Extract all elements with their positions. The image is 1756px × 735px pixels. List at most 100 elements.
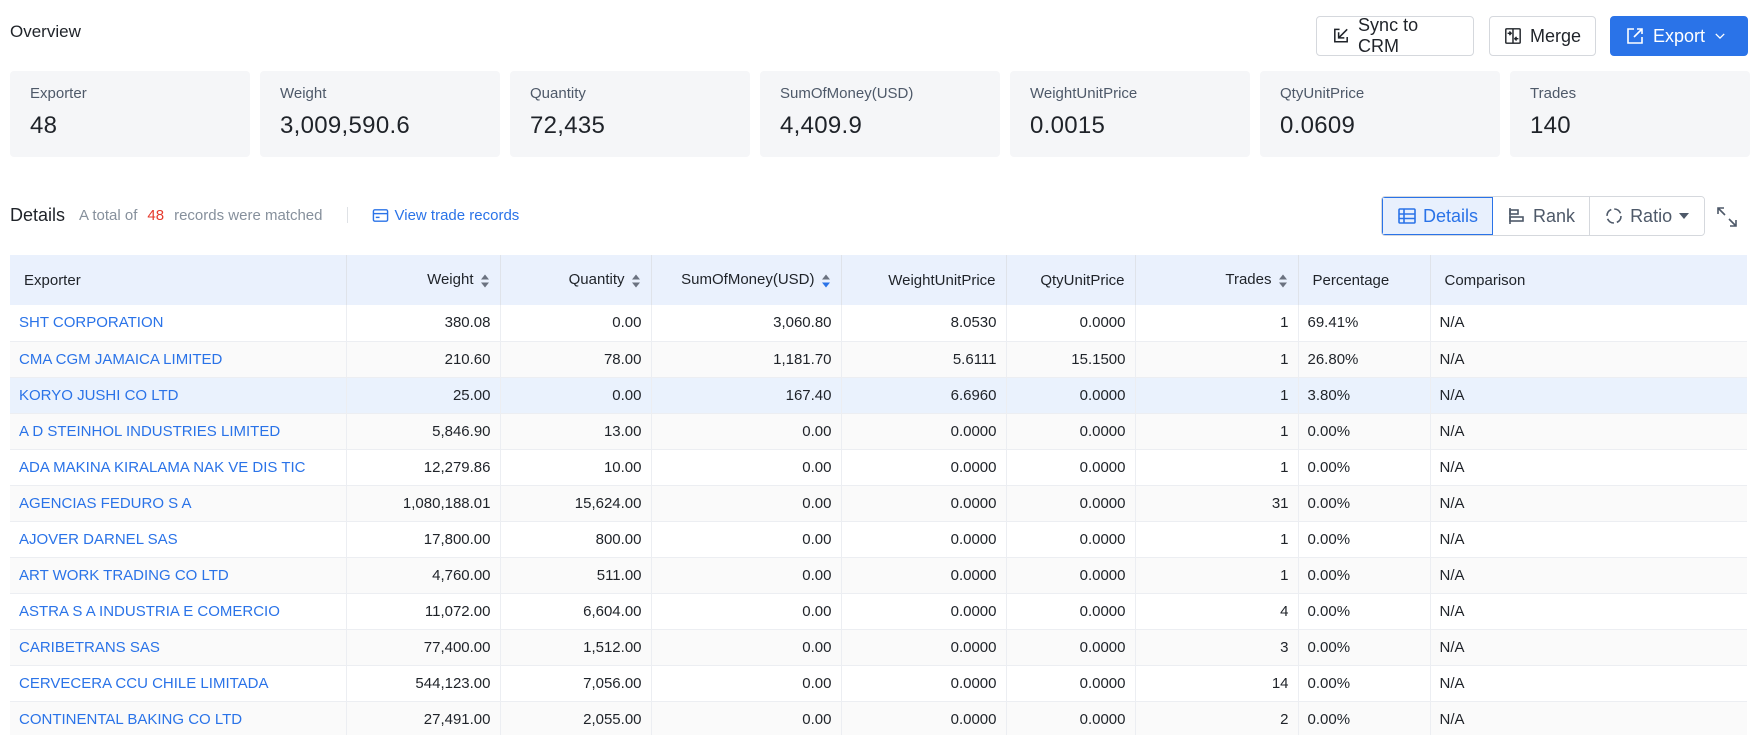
stat-label: SumOfMoney(USD) (780, 85, 914, 102)
sort-icon[interactable] (631, 273, 641, 289)
cell-weight: 1,080,188.01 (346, 485, 501, 522)
export-button[interactable]: Export (1610, 16, 1748, 56)
cell-quantity: 800.00 (500, 521, 652, 558)
fullscreen-icon[interactable] (1716, 206, 1738, 228)
cell-exporter-name[interactable]: ART WORK TRADING CO LTD (10, 557, 347, 594)
table-header-row: Exporter Weight Quantity SumOfMoney(USD)… (10, 255, 1747, 305)
divider (346, 207, 348, 223)
stat-value: 140 (1530, 112, 1571, 139)
sync-to-crm-button[interactable]: Sync to CRM (1316, 15, 1474, 56)
stat-value: 3,009,590.6 (280, 112, 411, 139)
cell-sum-of-money: 0.00 (651, 449, 842, 486)
cell-trades: 1 (1135, 521, 1299, 558)
cell-quantity: 78.00 (500, 341, 652, 378)
cell-weight-unit-price: 0.0000 (841, 593, 1007, 630)
cell-qty-unit-price: 0.0000 (1006, 665, 1136, 702)
cell-trades: 1 (1135, 449, 1299, 486)
stat-label: Exporter (30, 85, 87, 102)
column-header-trades[interactable]: Trades (1135, 255, 1299, 305)
view-details-button[interactable]: Details (1382, 197, 1494, 235)
column-title: Quantity (568, 271, 625, 289)
cell-weight: 380.08 (346, 305, 501, 342)
sort-icon[interactable] (480, 273, 490, 289)
table-row[interactable]: ART WORK TRADING CO LTD 4,760.00 511.00 0.0… (10, 557, 1747, 594)
cell-qty-unit-price: 0.0000 (1006, 305, 1136, 342)
table-row[interactable]: ASTRA S A INDUSTRIA E COMERCIO 11,072.00 6… (10, 593, 1747, 630)
cell-trades: 31 (1135, 485, 1299, 522)
table-row[interactable]: KORYO JUSHI CO LTD 25.00 0.00 167.40 6.6960 0… (10, 377, 1747, 414)
column-title: SumOfMoney(USD) (681, 271, 815, 289)
stat-card-quantity: Quantity 72,435 (510, 71, 750, 157)
column-title: Comparison (1444, 271, 1526, 289)
cell-qty-unit-price: 0.0000 (1006, 701, 1136, 735)
cell-exporter-name[interactable]: ADA MAKINA KIRALAMA NAK VE DIS TIC (10, 449, 347, 486)
cell-weight: 27,491.00 (346, 701, 501, 735)
cell-exporter-name[interactable]: CONTINENTAL BAKING CO LTD (10, 701, 347, 735)
cell-comparison: N/A (1430, 449, 1747, 486)
table-row[interactable]: CONTINENTAL BAKING CO LTD 27,491.00 2,055.… (10, 701, 1747, 735)
column-title: Weight (427, 271, 474, 289)
cell-percentage: 0.00% (1298, 413, 1431, 450)
card-icon (372, 208, 388, 222)
cell-exporter-name[interactable]: CERVECERA CCU CHILE LIMITADA (10, 665, 347, 702)
table-row[interactable]: AJOVER DARNEL SAS 17,800.00 800.00 0.00 0.00… (10, 521, 1747, 558)
table-row[interactable]: AGENCIAS FEDURO S A 1,080,188.01 15,624.00… (10, 485, 1747, 522)
cell-exporter-name[interactable]: CMA CGM JAMAICA LIMITED (10, 341, 347, 378)
cell-quantity: 511.00 (500, 557, 652, 594)
merge-button[interactable]: Merge (1489, 16, 1596, 56)
cell-quantity: 15,624.00 (500, 485, 652, 522)
view-rank-button[interactable]: Rank (1493, 197, 1591, 235)
sync-label: Sync to CRM (1358, 15, 1419, 56)
cell-exporter-name[interactable]: AJOVER DARNEL SAS (10, 521, 347, 558)
column-header-weight[interactable]: Weight (346, 255, 501, 305)
column-header-quantity[interactable]: Quantity (500, 255, 652, 305)
view-ratio-label: Ratio (1630, 205, 1673, 226)
cell-trades: 4 (1135, 593, 1299, 630)
stat-label: Weight (280, 85, 327, 102)
table-row[interactable]: A D STEINHOL INDUSTRIES LIMITED 5,846.90 1… (10, 413, 1747, 450)
ring-chart-icon (1606, 208, 1622, 224)
stat-card-exporter: Exporter 48 (10, 71, 250, 157)
cell-exporter-name[interactable]: AGENCIAS FEDURO S A (10, 485, 347, 522)
table-row[interactable]: SHT CORPORATION 380.08 0.00 3,060.80 8.0530 0… (10, 305, 1747, 342)
column-title: QtyUnitPrice (1040, 271, 1125, 289)
details-title: Details (10, 204, 66, 225)
column-header-sum-of-money[interactable]: SumOfMoney(USD) (651, 255, 842, 305)
stat-card-qty-unit-price: QtyUnitPrice 0.0609 (1260, 71, 1500, 157)
table-row[interactable]: ADA MAKINA KIRALAMA NAK VE DIS TIC 12,279… (10, 449, 1747, 486)
external-link-icon (1334, 28, 1348, 43)
cell-exporter-name[interactable]: SHT CORPORATION (10, 305, 347, 342)
sort-descending-icon[interactable] (821, 273, 831, 289)
stat-card-weight: Weight 3,009,590.6 (260, 71, 500, 157)
cell-exporter-name[interactable]: KORYO JUSHI CO LTD (10, 377, 347, 414)
cell-weight-unit-price: 0.0000 (841, 665, 1007, 702)
stat-value: 48 (30, 112, 58, 139)
cell-sum-of-money: 1,181.70 (651, 341, 842, 378)
cell-exporter-name[interactable]: ASTRA S A INDUSTRIA E COMERCIO (10, 593, 347, 630)
cell-exporter-name[interactable]: A D STEINHOL INDUSTRIES LIMITED (10, 413, 347, 450)
cell-exporter-name[interactable]: CARIBETRANS SAS (10, 629, 347, 666)
cell-quantity: 13.00 (500, 413, 652, 450)
column-title: Exporter (24, 271, 81, 289)
total-suffix: records were matched (174, 206, 323, 224)
table-row[interactable]: CARIBETRANS SAS 77,400.00 1,512.00 0.00 0.00… (10, 629, 1747, 666)
table-row[interactable]: CMA CGM JAMAICA LIMITED 210.60 78.00 1,181.… (10, 341, 1747, 378)
cell-comparison: N/A (1430, 413, 1747, 450)
cell-qty-unit-price: 0.0000 (1006, 377, 1136, 414)
cell-qty-unit-price: 0.0000 (1006, 413, 1136, 450)
cell-percentage: 69.41% (1298, 305, 1431, 342)
cell-qty-unit-price: 0.0000 (1006, 593, 1136, 630)
cell-quantity: 6,604.00 (500, 593, 652, 630)
table-row[interactable]: CERVECERA CCU CHILE LIMITADA 544,123.00 7,… (10, 665, 1747, 702)
view-trade-records-link[interactable]: View trade records (372, 207, 519, 224)
sort-icon[interactable] (1278, 273, 1288, 289)
total-prefix: A total of (79, 206, 138, 224)
cell-weight-unit-price: 0.0000 (841, 485, 1007, 522)
cell-comparison: N/A (1430, 557, 1747, 594)
chevron-down-icon (1715, 33, 1725, 39)
view-ratio-button[interactable]: Ratio (1590, 197, 1705, 235)
stat-value: 0.0609 (1280, 112, 1356, 139)
stat-value: 4,409.9 (780, 112, 863, 139)
cell-trades: 3 (1135, 629, 1299, 666)
cell-weight-unit-price: 0.0000 (841, 521, 1007, 558)
